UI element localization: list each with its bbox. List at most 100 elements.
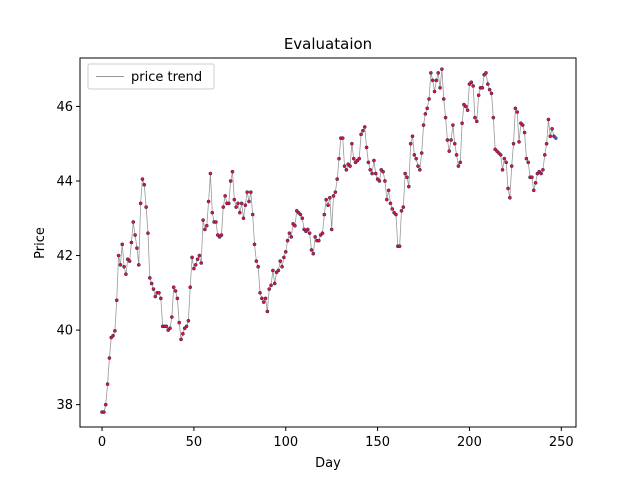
data-point	[399, 208, 404, 213]
data-point	[289, 235, 294, 239]
data-point	[241, 216, 246, 221]
data-point	[359, 132, 363, 137]
data-point	[210, 210, 215, 215]
data-point	[377, 179, 382, 183]
data-point	[474, 119, 479, 124]
data-point	[386, 188, 391, 193]
y-axis-label: Price	[33, 227, 48, 259]
axes-frame	[79, 57, 577, 428]
data-point	[204, 223, 209, 228]
data-point	[111, 333, 115, 338]
data-point	[485, 82, 490, 86]
data-point	[118, 263, 123, 267]
data-point	[107, 356, 112, 360]
data-point	[103, 402, 108, 407]
y-tick-label: 38	[56, 398, 73, 413]
data-point	[383, 179, 387, 183]
data-point	[311, 251, 316, 256]
data-point	[430, 78, 435, 83]
data-point	[157, 290, 161, 295]
y-tick-label: 46	[56, 100, 73, 115]
data-point	[258, 290, 262, 295]
data-point	[390, 207, 395, 211]
data-point	[342, 164, 347, 168]
data-point	[449, 138, 453, 142]
data-point	[287, 231, 292, 236]
data-point	[445, 138, 450, 142]
data-point	[234, 205, 238, 209]
data-point	[171, 285, 176, 290]
data-point	[447, 149, 452, 154]
data-point	[366, 160, 371, 165]
data-point	[245, 190, 250, 195]
data-point	[500, 167, 505, 172]
data-point	[388, 201, 393, 206]
data-point	[508, 195, 512, 200]
x-tick-label: 50	[186, 435, 203, 450]
data-point	[331, 194, 336, 198]
data-point	[267, 287, 272, 291]
data-point	[247, 199, 251, 204]
data-point	[133, 233, 137, 237]
data-point	[316, 238, 321, 243]
data-point	[550, 126, 554, 131]
data-point	[135, 246, 139, 250]
x-tick-label: 250	[549, 435, 574, 450]
data-point	[120, 242, 125, 247]
data-point	[423, 112, 428, 116]
data-point	[265, 309, 270, 314]
data-point	[307, 231, 312, 236]
data-point	[480, 85, 485, 90]
data-point	[102, 410, 106, 414]
data-point	[168, 326, 172, 331]
data-point	[504, 160, 509, 165]
data-point	[131, 220, 136, 224]
data-point	[489, 91, 494, 96]
data-point	[199, 261, 204, 265]
data-point	[416, 164, 420, 168]
data-point	[458, 160, 463, 165]
data-point	[305, 227, 310, 232]
data-point	[351, 156, 356, 161]
data-point	[219, 233, 224, 237]
data-point	[454, 153, 459, 157]
y-tick-label: 42	[56, 249, 73, 264]
data-point	[471, 84, 475, 88]
data-point	[548, 134, 553, 139]
data-point	[203, 227, 207, 232]
data-point	[221, 205, 226, 209]
data-point	[362, 125, 367, 129]
data-point	[410, 134, 415, 139]
data-point	[282, 255, 286, 260]
data-point	[487, 87, 492, 92]
data-point	[370, 171, 374, 176]
data-point	[113, 328, 117, 333]
data-point	[272, 281, 277, 286]
data-point	[298, 212, 303, 217]
data-point	[368, 167, 373, 172]
data-point	[384, 197, 389, 202]
data-point	[313, 235, 317, 239]
data-point	[186, 318, 191, 323]
data-point	[151, 287, 156, 291]
data-point	[373, 171, 378, 176]
data-point	[232, 197, 237, 202]
data-point	[320, 231, 325, 236]
data-point	[544, 141, 549, 146]
data-point	[546, 117, 551, 122]
data-point	[146, 231, 150, 236]
data-point	[357, 156, 362, 161]
data-point	[122, 264, 126, 269]
data-point	[124, 272, 128, 277]
data-point	[434, 78, 439, 83]
legend-entry-price-trend: price trend	[131, 70, 202, 85]
data-point	[432, 89, 437, 94]
data-point	[293, 223, 297, 228]
data-point	[184, 324, 189, 329]
data-point	[333, 190, 338, 195]
data-point	[443, 115, 448, 120]
data-point	[138, 201, 143, 206]
data-point	[517, 140, 521, 144]
data-point	[502, 156, 507, 161]
axes: 0 50 100 150 200 250 38 40 42 44 46	[56, 57, 577, 450]
